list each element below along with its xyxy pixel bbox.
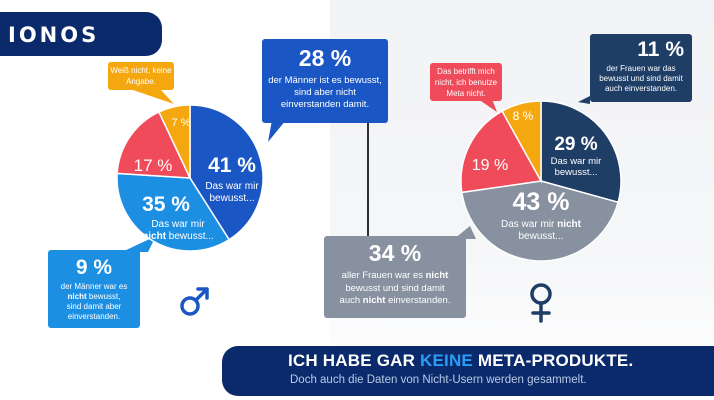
callout-men-no-answer: Weiß nicht, keine Angabe. [108, 62, 174, 90]
footer-subline: Doch auch die Daten von Nicht-Usern werd… [290, 374, 587, 386]
men-slice-1 [116, 172, 231, 252]
women-red-pct: 19 % [472, 157, 508, 174]
women-slice-0 [540, 100, 622, 204]
women-unaware-pre: Das war mir [501, 219, 557, 230]
callout-women-34-pct: 34 % [368, 240, 422, 266]
callout-women-34-line3-rest: einverstanden. [385, 295, 451, 306]
footer-headline-highlight: KEINE [420, 351, 473, 370]
women-aware-line1: Das war mir [551, 156, 602, 167]
pointer-meta [478, 99, 497, 112]
female-icon [530, 283, 552, 323]
callout-men-9-line2-rest: bewusst, [86, 292, 121, 301]
callout-women-11-text: der Frauen war das bewusst und sind dami… [599, 64, 683, 93]
callout-men-9-line3: sind damit aber [66, 302, 122, 311]
callout-men-9-pct: 9 % [75, 256, 113, 279]
footer-headline: ICH HABE GAR KEINE META-PRODUKTE. [288, 351, 633, 371]
men-unaware-rest: bewusst... [166, 231, 214, 242]
pointer-34 [454, 226, 476, 239]
men-aware-pct: 41 % [208, 154, 256, 177]
callout-men-9-line2: nicht bewusst, [50, 292, 138, 302]
pointer-11 [578, 96, 590, 104]
men-aware-line1: Das war mir [205, 181, 259, 192]
men-unaware-bold: nicht [142, 231, 167, 242]
callout-men-28-text: der Männer ist es bewusst, sind aber nic… [268, 75, 382, 110]
callout-women-11: 11 % der Frauen war das bewusst und sind… [590, 34, 692, 102]
women-unaware-bold: nicht [557, 219, 582, 230]
women-slice-3 [501, 100, 542, 184]
callout-women-meta: Das betrifft mich nicht, ich benutze Met… [430, 63, 502, 101]
callout-women-34-text: aller Frauen war es nicht bewusst und si… [328, 270, 462, 308]
women-slice-1 [460, 180, 620, 262]
footer-band [222, 346, 714, 396]
callout-men-9-line1: der Männer war es [60, 282, 128, 291]
women-orange-pct: 8 % [513, 109, 534, 123]
women-unaware-line2: bewusst... [518, 231, 563, 242]
callout-women-34-line3-pre: auch [339, 295, 363, 306]
callout-men-28-pct: 28 % [298, 45, 352, 71]
men-red-pct: 17 % [134, 156, 173, 175]
callout-men-9-line4: einverstanden. [67, 312, 121, 321]
divider-line [367, 122, 369, 238]
callout-men-28: 28 % der Männer ist es bewusst, sind abe… [262, 39, 388, 123]
logo-band: IONOS [0, 12, 162, 56]
pie-men [116, 104, 264, 252]
male-icon [180, 287, 209, 316]
callout-women-11-pct: 11 % [637, 38, 684, 61]
men-aware-line2: bewusst... [209, 193, 254, 204]
women-unaware-line1: Das war mir nicht [501, 219, 582, 230]
men-orange-pct: 7 % [172, 117, 191, 129]
callout-men-9-text: der Männer war es nicht bewusst, sind da… [50, 282, 138, 322]
callout-women-34-line1: aller Frauen war es nicht [328, 270, 462, 283]
men-unaware-line1: Das war mir [151, 219, 205, 230]
pointer-9 [122, 236, 156, 252]
women-slice-2 [460, 110, 543, 194]
footer-headline-post: META-PRODUKTE. [472, 351, 634, 370]
men-unaware-line2: nicht bewusst... [142, 231, 214, 242]
callout-men-9-bold: nicht [67, 292, 87, 301]
women-aware-line2: bewusst... [555, 167, 598, 178]
men-unaware-pct: 35 % [142, 193, 190, 216]
women-aware-pct: 29 % [554, 134, 597, 155]
callout-women-34: 34 % aller Frauen war es nicht bewusst u… [324, 236, 466, 318]
men-slice-3 [157, 104, 191, 179]
callout-women-34-line1-bold: nicht [425, 270, 449, 281]
callout-women-34-line1-pre: aller Frauen war es [341, 270, 426, 281]
logo: IONOS [8, 23, 100, 47]
women-unaware-pct: 43 % [513, 188, 570, 216]
pie-women [460, 100, 622, 262]
callout-men-no-answer-text: Weiß nicht, keine Angabe. [110, 66, 172, 86]
callout-women-meta-text: Das betrifft mich nicht, ich benutze Met… [434, 67, 498, 98]
callout-women-34-line3: auch nicht einverstanden. [328, 295, 462, 308]
callout-women-34-line2: bewusst und sind damit [345, 282, 445, 294]
footer-headline-pre: ICH HABE GAR [288, 351, 420, 370]
callout-women-34-line3-bold: nicht [362, 295, 386, 306]
pointer-28 [268, 120, 286, 142]
callout-men-9: 9 % der Männer war es nicht bewusst, sin… [48, 250, 140, 328]
pointer-no-answer [130, 89, 174, 104]
men-slice-2 [116, 110, 192, 179]
